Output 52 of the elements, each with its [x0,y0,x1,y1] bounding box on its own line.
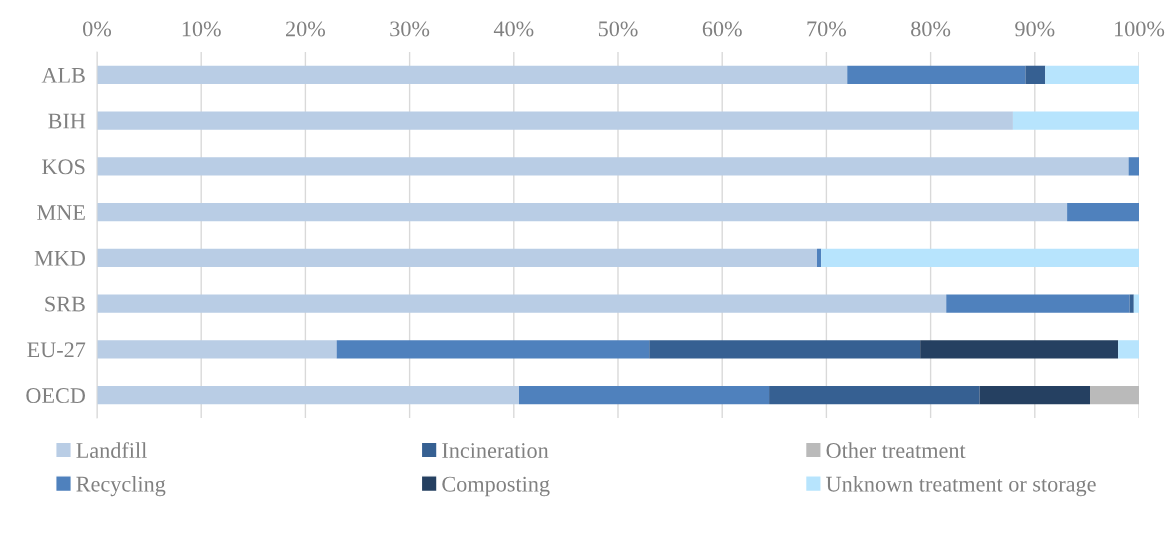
x-tick-label: 60% [702,21,742,37]
legend-label: Composting [442,476,550,497]
bar [1133,294,1139,313]
x-tick-label: 80% [911,21,951,37]
bar [97,157,1129,176]
bar [97,111,1013,130]
x-tick-label: 100% [1115,21,1165,37]
bar [97,294,947,313]
bar [649,340,921,359]
x-tick-label: 50% [598,21,638,37]
y-tick-label: SRB [45,296,85,312]
x-tick-label: 90% [1015,21,1055,37]
legend-label: Landfill [76,442,147,459]
legend-label: Incineration [442,443,549,459]
bar [847,65,1026,85]
x-tick-label: 20% [286,21,326,37]
y-tick-label: KOS [42,159,85,175]
legend-label: Unknown treatment or storage [826,476,1096,497]
bar [97,340,337,359]
y-tick-label: OECD [26,388,85,404]
x-tick-label: 0% [83,21,112,37]
bar [97,202,1068,222]
bar [97,385,520,405]
bar [817,248,822,268]
bar [1128,157,1139,176]
legend-label: Recycling [76,476,166,497]
bar [769,385,980,405]
bar [946,294,1130,313]
bar [519,385,770,405]
x-tick-label: 30% [390,21,430,37]
bar [920,340,1119,359]
bar [97,65,848,85]
bar [97,248,818,268]
bar [1067,202,1139,222]
y-tick-label: BIH [48,113,86,129]
bar [821,248,1139,268]
bar [1025,65,1046,85]
y-tick-label: EU-27 [27,342,86,358]
bar [1118,340,1139,359]
x-tick-label: 70% [807,21,847,37]
y-tick-label: ALB [41,67,85,83]
x-tick-label: 40% [493,21,534,37]
legend-label: Other treatment [826,442,966,459]
y-tick-label: MKD [34,251,85,266]
bar [1045,65,1139,85]
bar [336,340,650,359]
bar [1129,294,1134,313]
bar [1012,111,1139,130]
bar [979,385,1091,405]
x-tick-label: 10% [182,21,221,37]
bar [1090,385,1139,405]
y-tick-label: MNE [37,205,85,220]
